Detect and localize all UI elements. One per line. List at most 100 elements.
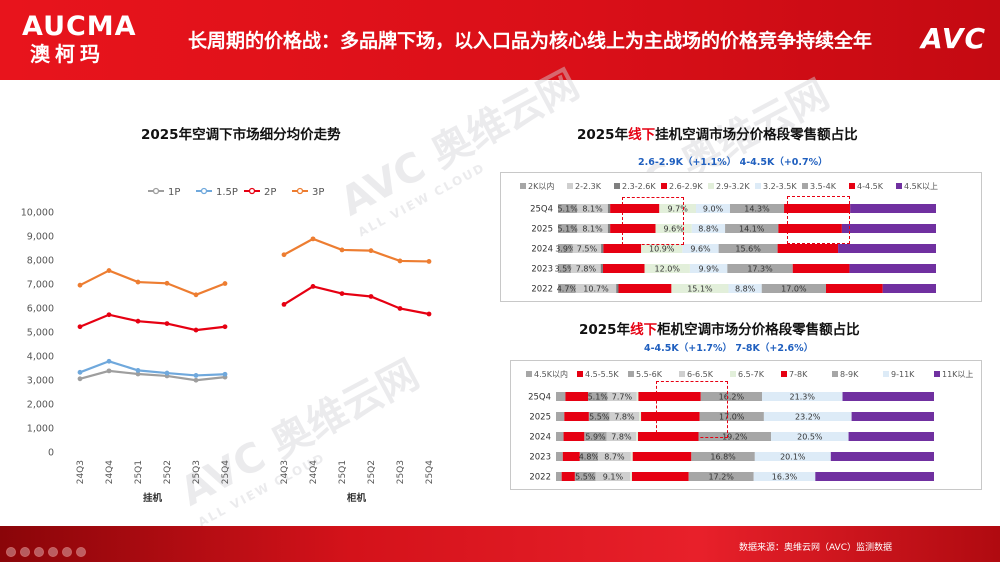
series-line-1.5P [79, 360, 226, 377]
bar-segment [558, 284, 576, 293]
highlight-box [656, 381, 728, 438]
bar-segment [584, 432, 607, 441]
floor-ac-share-title: 2025年线下柜机空调市场分价格段零售额占比 [579, 318, 860, 338]
data-label: 5.5% [575, 473, 596, 482]
bar-segment [698, 432, 772, 441]
bar-segment [607, 204, 611, 213]
x-tick-label: 25Q2 [367, 460, 377, 484]
legend-swatch [614, 183, 620, 189]
category-label: 2025 [529, 413, 551, 423]
price-trend-line-chart: 1P 1.5P 2P 3P 0 1,000 2,000 3,000 4,000 5,000 6,00… [21, 187, 435, 504]
legend-swatch [577, 371, 583, 377]
x-tick-label: 25Q4 [425, 460, 435, 485]
data-label: 9.1% [603, 473, 624, 482]
category-label: 2024 [531, 245, 553, 255]
data-point [135, 279, 141, 285]
data-label: 17.3% [747, 265, 773, 274]
y-tick-label: 9,000 [27, 232, 54, 243]
bar-segment [601, 244, 604, 253]
bar-segment [561, 472, 575, 481]
data-point [222, 371, 228, 377]
data-label: 23.2% [795, 413, 821, 422]
bar-segment [607, 224, 611, 233]
bar-segment [636, 432, 639, 441]
split-ac-title-pre: 2025年 [577, 127, 629, 143]
bar-segment [630, 472, 632, 481]
highlight-box [787, 196, 850, 244]
legend-marker [200, 187, 208, 195]
legend-swatch [755, 183, 761, 189]
slideshow-controls[interactable] [6, 547, 86, 557]
bar-segment [725, 224, 779, 233]
y-tick-label: 5,000 [27, 328, 54, 339]
bar-segment [556, 392, 566, 401]
left-chart-title: 2025年空调下市场细分均价走势 [141, 127, 341, 143]
bar-segment [792, 264, 850, 273]
bar-segment [603, 244, 642, 253]
data-point [135, 368, 141, 373]
bar-segment [563, 432, 585, 441]
bar-segment [556, 432, 564, 441]
bar-segment [644, 264, 690, 273]
legend-swatch [708, 183, 714, 189]
bar-segment [610, 204, 660, 213]
data-label: 9.7% [667, 205, 688, 214]
bar-segment [616, 284, 619, 293]
bar-segment [699, 412, 764, 421]
data-point [77, 324, 83, 330]
bar-segment [815, 472, 934, 481]
legend-label: 2.6-2.9K [669, 182, 703, 191]
legend-swatch [934, 371, 940, 377]
legend-label: 2-2.3K [575, 182, 602, 191]
legend-label: 5.5-6K [636, 370, 663, 379]
bar-segment [778, 224, 842, 233]
legend-label: 2K以内 [528, 181, 554, 191]
bar-segment [842, 392, 934, 401]
x-tick-label: 24Q4 [105, 460, 115, 485]
data-point [222, 281, 228, 286]
data-label: 3.5% [554, 265, 575, 274]
x-tick-label: 24Q3 [76, 460, 86, 484]
bar-segment [762, 392, 843, 401]
split-ac-title-accent: 线下 [628, 127, 656, 143]
prev-slide-icon[interactable] [6, 547, 16, 557]
bar-segment [556, 472, 562, 481]
data-label: 5.1% [557, 225, 578, 234]
legend-marker [152, 187, 160, 195]
bar-segment [826, 284, 883, 293]
next-slide-icon[interactable] [20, 547, 30, 557]
data-label: 8.8% [698, 225, 719, 234]
bar-segment [841, 224, 936, 233]
legend-label: 1P [168, 187, 180, 198]
bar-segment [632, 452, 692, 461]
data-point [106, 268, 112, 273]
bar-segment [595, 472, 631, 481]
y-tick-label: 7,000 [27, 280, 54, 291]
bar-segment [638, 392, 701, 401]
x-tick-label: 25Q3 [396, 460, 406, 484]
bar-segment [607, 392, 637, 401]
floor-ac-title-accent: 线下 [630, 322, 658, 338]
bar-segment [700, 392, 763, 401]
data-label: 7.8% [611, 433, 632, 442]
more-icon[interactable] [76, 547, 86, 557]
data-label: 4.8% [579, 453, 600, 462]
legend-label: 8-9K [840, 370, 859, 379]
y-tick-label: 0 [48, 448, 54, 459]
legend-label: 3.2-3.5K [763, 182, 797, 191]
bar-segment [689, 264, 728, 273]
pen-icon[interactable] [34, 547, 44, 557]
zoom-icon[interactable] [62, 547, 72, 557]
bar-segment [754, 452, 831, 461]
bar-segment [728, 284, 762, 293]
data-label: 4.7% [557, 285, 578, 294]
bar-segment [851, 412, 934, 421]
legend-label: 4.5K以内 [534, 369, 568, 379]
bar-segment [558, 264, 572, 273]
x-tick-label: 24Q3 [280, 460, 290, 484]
slides-icon[interactable] [48, 547, 58, 557]
bar-segment [572, 244, 602, 253]
bar-segment [575, 284, 617, 293]
bar-segment [695, 204, 730, 213]
data-label: 7.7% [612, 393, 633, 402]
